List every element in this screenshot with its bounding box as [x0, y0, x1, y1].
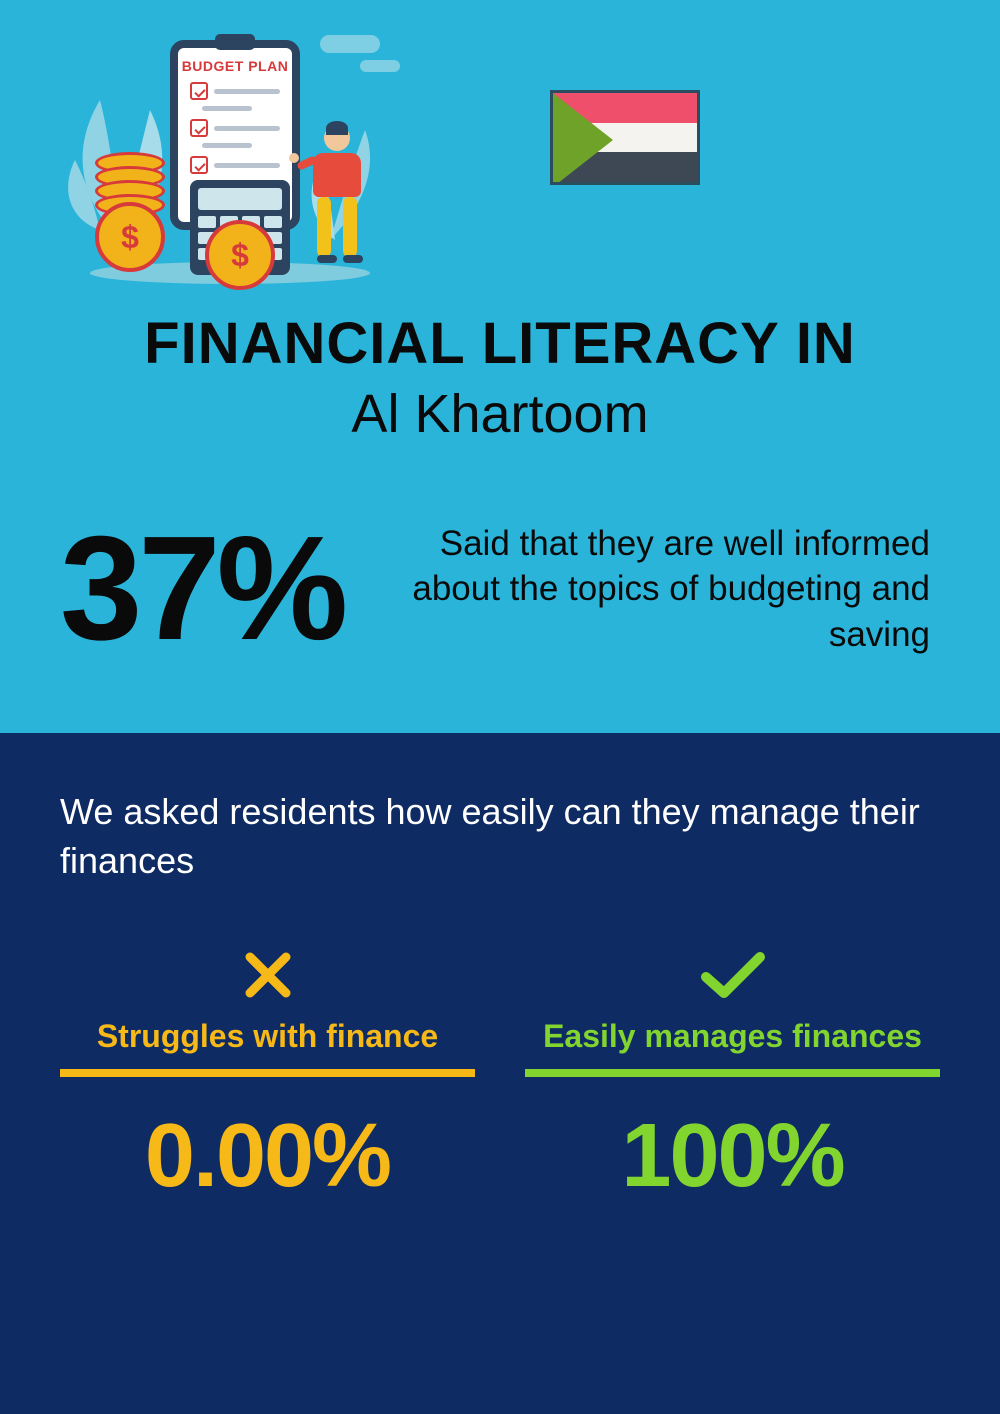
result-divider	[525, 1069, 940, 1077]
main-stat-description: Said that they are well informed about t…	[384, 521, 930, 658]
main-stat-row: 37% Said that they are well informed abo…	[60, 515, 940, 673]
top-section: BUDGET PLAN	[0, 0, 1000, 733]
title-sub: Al Khartoom	[60, 383, 940, 445]
results-row: Struggles with finance 0.00% Easily mana…	[60, 940, 940, 1208]
result-value-manages: 100%	[525, 1105, 940, 1208]
budget-illustration: BUDGET PLAN	[60, 30, 400, 290]
cross-icon	[60, 940, 475, 1010]
header-row: BUDGET PLAN	[60, 30, 940, 290]
result-value-struggles: 0.00%	[60, 1105, 475, 1208]
result-struggles: Struggles with finance 0.00%	[60, 940, 475, 1208]
cloud-icon	[360, 60, 400, 72]
coins-icon: $	[95, 160, 165, 272]
title-main: FINANCIAL LITERACY IN	[60, 310, 940, 377]
result-manages: Easily manages finances 100%	[525, 940, 940, 1208]
infographic-page: BUDGET PLAN	[0, 0, 1000, 1414]
main-stat-percent: 37%	[60, 515, 344, 663]
survey-question: We asked residents how easily can they m…	[60, 788, 940, 885]
result-label-struggles: Struggles with finance	[60, 1018, 475, 1055]
bottom-section: We asked residents how easily can they m…	[0, 733, 1000, 1414]
check-icon	[525, 940, 940, 1010]
flag-triangle	[553, 93, 613, 185]
coins-icon: $	[205, 220, 275, 290]
person-icon	[302, 125, 372, 275]
sudan-flag	[550, 90, 700, 185]
result-divider	[60, 1069, 475, 1077]
clipboard-title: BUDGET PLAN	[178, 58, 292, 74]
title-block: FINANCIAL LITERACY IN Al Khartoom	[60, 310, 940, 445]
result-label-manages: Easily manages finances	[525, 1018, 940, 1055]
cloud-icon	[320, 35, 380, 53]
